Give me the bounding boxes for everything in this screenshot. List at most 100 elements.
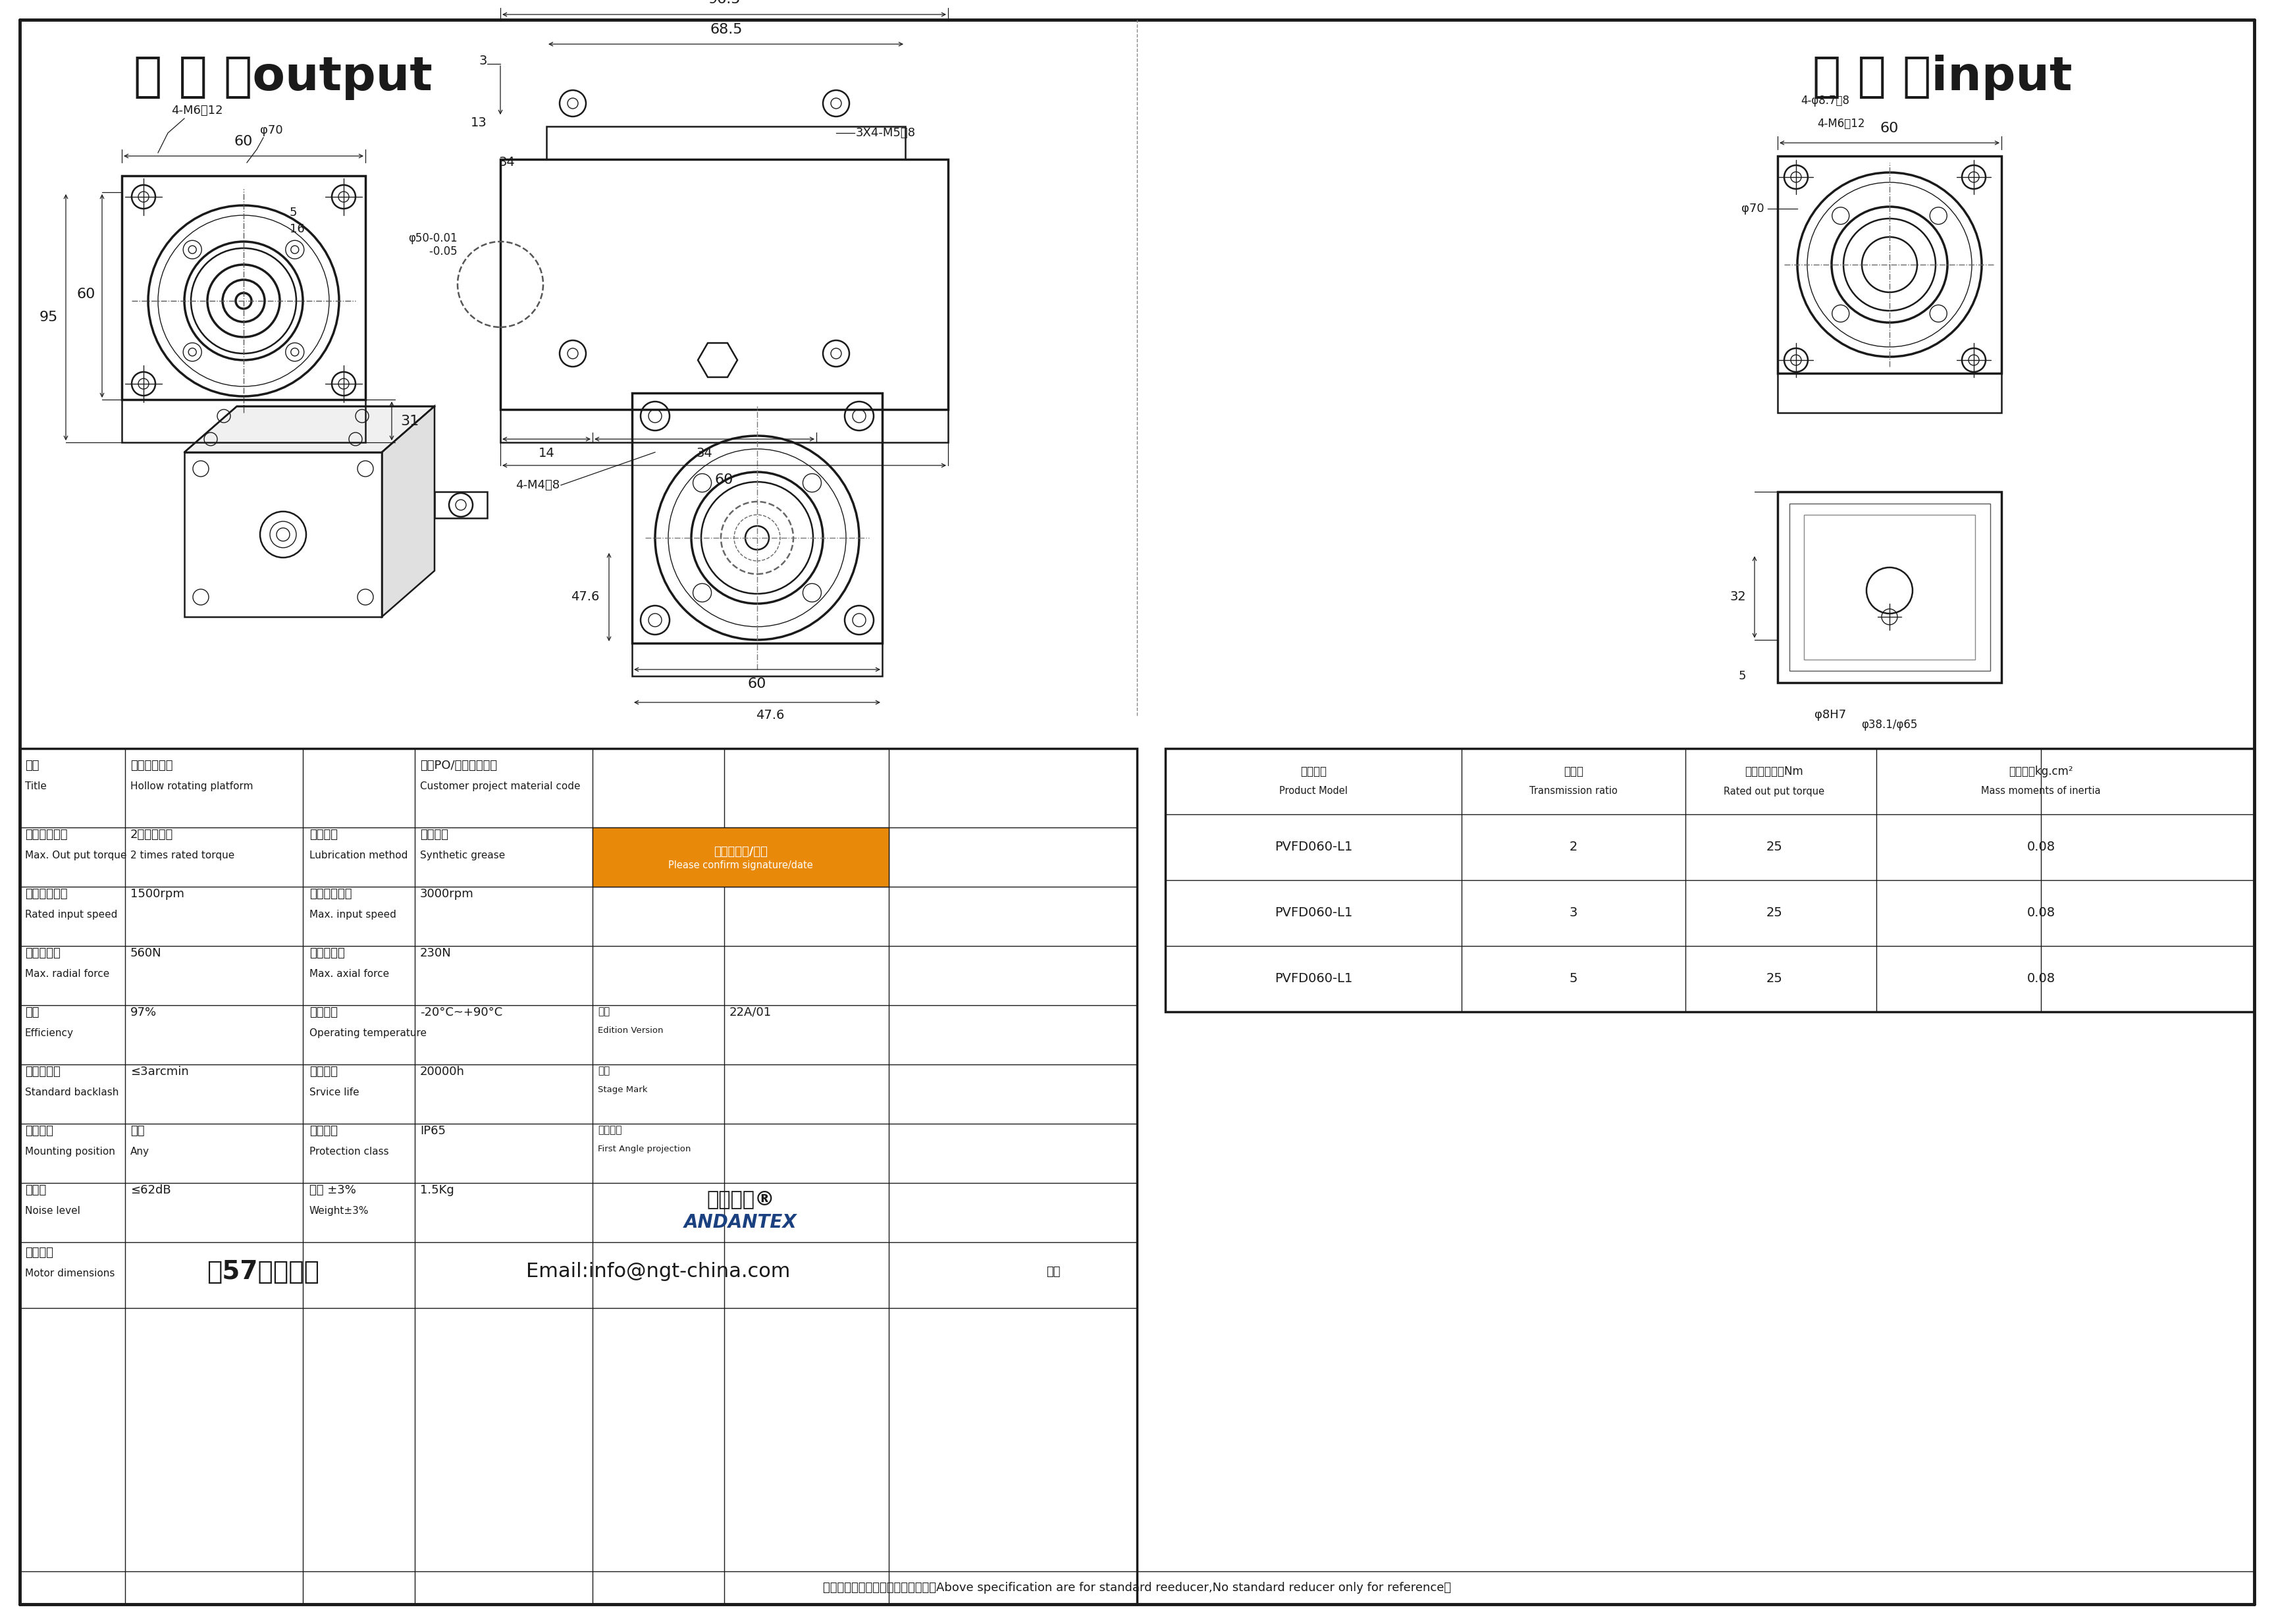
Text: 0.08: 0.08 [2026,906,2056,919]
Text: 3: 3 [1569,906,1578,919]
Text: Customer project material code: Customer project material code [421,781,580,791]
Text: 使用寿命: 使用寿命 [309,1065,339,1078]
Text: 32: 32 [1731,591,1746,604]
Text: Product Model: Product Model [1280,786,1348,796]
Bar [1803,515,1976,659]
Text: PVFD060-L1: PVFD060-L1 [1273,841,1353,854]
Text: 容许轴向力: 容许轴向力 [309,947,346,960]
Text: 60: 60 [234,135,252,148]
Text: Rated out put torque: Rated out put torque [1724,786,1824,796]
Text: 25: 25 [1767,841,1783,854]
Text: 效率: 效率 [25,1007,39,1018]
Text: ≤62dB: ≤62dB [130,1184,171,1197]
Text: 1.5Kg: 1.5Kg [421,1184,455,1197]
Bar [594,828,889,887]
Text: 版本: 版本 [598,1007,609,1017]
Text: Synthetic grease: Synthetic grease [421,851,505,861]
Bar [1790,503,1990,671]
Text: 14: 14 [539,447,555,460]
Text: 中空旋转平台: 中空旋转平台 [130,760,173,771]
Text: 5: 5 [289,206,298,219]
Bar [1778,374,2001,412]
Text: 长效润滑: 长效润滑 [421,828,448,841]
Text: Efficiency: Efficiency [25,1028,73,1038]
Text: 产品型号: 产品型号 [1301,765,1326,778]
Text: Rated input speed: Rated input speed [25,909,118,919]
Text: 230N: 230N [421,947,453,960]
Text: 4-M6深12: 4-M6深12 [1817,119,1865,130]
Text: Please confirm signature/date: Please confirm signature/date [669,861,814,870]
Text: Email:info@ngt-china.com: Email:info@ngt-china.com [525,1262,791,1281]
Bar [20,749,1137,1605]
Polygon shape [184,406,434,451]
Text: 47.6: 47.6 [571,591,598,604]
Text: φ50-0.01
    -0.05: φ50-0.01 -0.05 [409,232,457,258]
Text: 2: 2 [1569,841,1578,854]
Text: φ70: φ70 [259,125,282,136]
Bar [123,175,366,400]
Text: 68.5: 68.5 [709,23,744,36]
Text: Hollow rotating platform: Hollow rotating platform [130,781,252,791]
Text: Srvice life: Srvice life [309,1088,359,1098]
Text: 输 出 端output: 输 出 端output [134,54,432,99]
Text: 使用温度: 使用温度 [309,1007,339,1018]
Text: 安装方式: 安装方式 [25,1125,52,1137]
Text: 13: 13 [471,117,487,130]
Text: 客户PO/项目物料编码: 客户PO/项目物料编码 [421,760,498,771]
Text: 备注: 备注 [1046,1265,1060,1278]
Text: Max. input speed: Max. input speed [309,909,396,919]
Text: 5: 5 [1737,671,1746,682]
Bar [632,643,882,676]
Text: 噪音值: 噪音值 [25,1184,45,1197]
Text: 2 times rated torque: 2 times rated torque [130,851,234,861]
Text: φ70: φ70 [1742,203,1765,214]
Text: Max. axial force: Max. axial force [309,970,389,979]
Text: Lubrication method: Lubrication method [309,851,407,861]
Text: 阶数: 阶数 [598,1065,609,1075]
Text: 最大输出扭矩: 最大输出扭矩 [25,828,68,841]
Text: 请确认签名/日期: 请确认签名/日期 [714,846,769,857]
Text: 60: 60 [714,473,735,487]
Text: 电机尺寸: 电机尺寸 [25,1247,52,1259]
Text: IP65: IP65 [421,1125,446,1137]
Bar [434,492,487,518]
Text: 20000h: 20000h [421,1065,464,1078]
Text: Title: Title [25,781,48,791]
Text: 配57步进尺寸: 配57步进尺寸 [207,1259,321,1285]
Text: Edition Version: Edition Version [598,1026,664,1034]
Polygon shape [698,343,737,377]
Text: Max. radial force: Max. radial force [25,970,109,979]
Text: Any: Any [130,1147,150,1156]
Text: 3X4-M5深8: 3X4-M5深8 [855,127,916,140]
Text: 3: 3 [480,54,487,67]
Text: 22A/01: 22A/01 [730,1007,771,1018]
Text: 规格尺寸如有变动，恕不另行通知（Above specification are for standard reeducer,No standard reduce: 规格尺寸如有变动，恕不另行通知（Above specification are … [823,1582,1451,1593]
Text: 传动比: 传动比 [1565,765,1583,778]
Text: 5: 5 [1569,973,1578,986]
Text: 95: 95 [39,310,57,323]
Text: Mass moments of inertia: Mass moments of inertia [1981,786,2101,796]
Text: Operating temperature: Operating temperature [309,1028,428,1038]
Bar [1164,749,2254,814]
Text: 0.08: 0.08 [2026,973,2056,986]
Text: 0.08: 0.08 [2026,841,2056,854]
Bar [632,393,882,643]
Text: Standard backlash: Standard backlash [25,1088,118,1098]
Text: 名称: 名称 [25,760,39,771]
Text: First Angle projection: First Angle projection [598,1145,691,1153]
Text: ≤3arcmin: ≤3arcmin [130,1065,189,1078]
Text: 4-M4深8: 4-M4深8 [516,479,559,490]
Text: Transmission ratio: Transmission ratio [1530,786,1617,796]
Text: Noise level: Noise level [25,1207,80,1216]
Text: Protection class: Protection class [309,1147,389,1156]
Text: 97%: 97% [130,1007,157,1018]
Text: 传标准侧隙: 传标准侧隙 [25,1065,61,1078]
Text: 34: 34 [498,156,516,169]
Text: ANDANTEX: ANDANTEX [684,1213,798,1231]
Text: 96.5: 96.5 [707,0,741,6]
Text: 60: 60 [1881,122,1899,135]
Text: 16: 16 [289,222,305,235]
Text: 恩坦斯特®: 恩坦斯特® [707,1190,775,1208]
Text: 额定输出扭矩Nm: 额定输出扭矩Nm [1744,765,1803,778]
Text: -20°C~+90°C: -20°C~+90°C [421,1007,503,1018]
